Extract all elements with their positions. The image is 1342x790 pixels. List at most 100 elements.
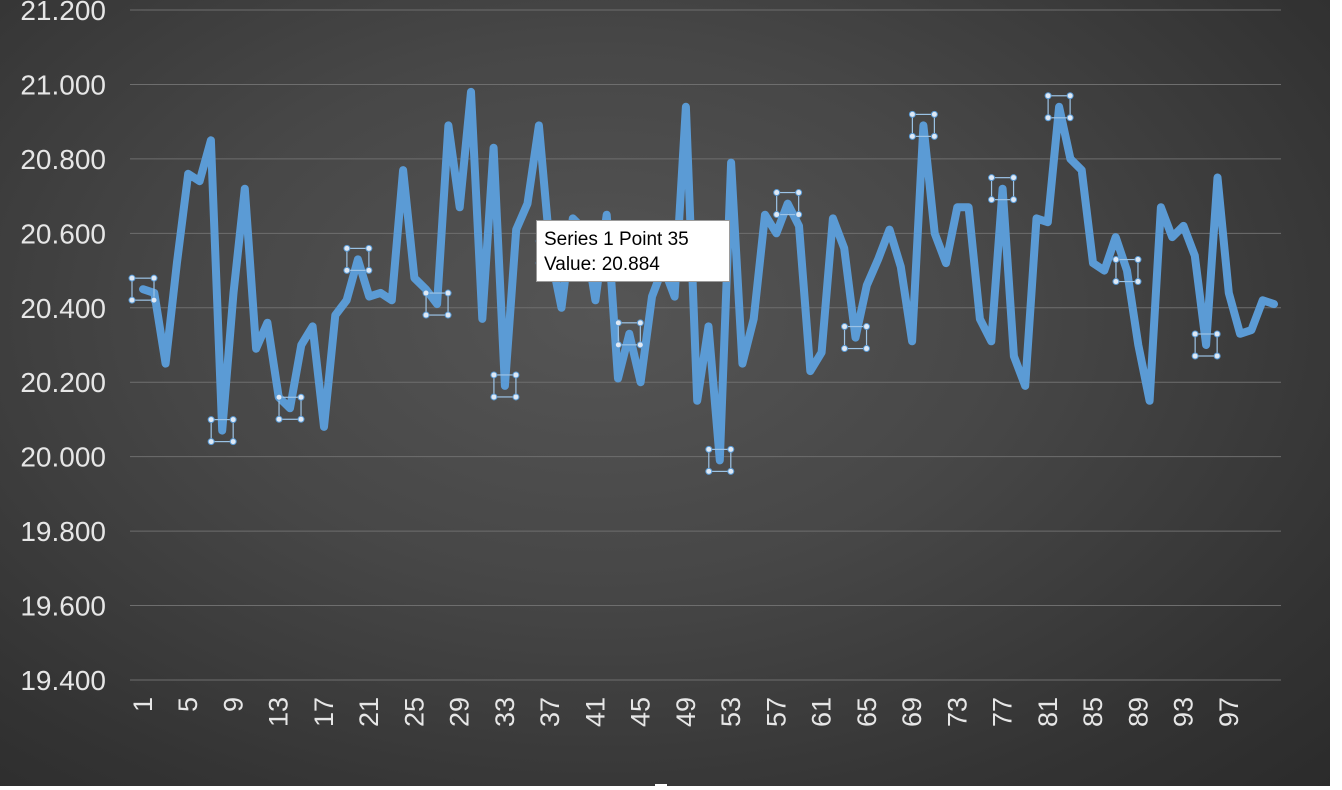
selection-handle[interactable] <box>229 438 237 446</box>
selection-handle[interactable] <box>1010 174 1018 182</box>
data-point[interactable] <box>739 360 746 367</box>
data-point[interactable] <box>1033 215 1040 222</box>
data-point[interactable] <box>1010 353 1017 360</box>
data-point[interactable] <box>501 382 508 389</box>
data-point[interactable] <box>1169 234 1176 241</box>
data-point[interactable] <box>875 256 882 263</box>
selection-handle[interactable] <box>275 393 283 401</box>
data-point[interactable] <box>513 226 520 233</box>
data-point[interactable] <box>603 211 610 218</box>
selection-handle[interactable] <box>773 211 781 219</box>
data-point[interactable] <box>1022 382 1029 389</box>
selection-handle[interactable] <box>727 467 735 475</box>
selection-handle[interactable] <box>863 323 871 331</box>
data-point[interactable] <box>354 256 361 263</box>
data-point[interactable] <box>784 200 791 207</box>
data-point[interactable] <box>965 204 972 211</box>
data-point[interactable] <box>173 260 180 267</box>
data-point[interactable] <box>886 226 893 233</box>
data-point[interactable] <box>298 342 305 348</box>
selection-handle[interactable] <box>150 274 158 282</box>
data-point[interactable] <box>332 312 339 319</box>
selection-markers[interactable] <box>128 92 1221 475</box>
data-point[interactable] <box>852 334 859 341</box>
data-point[interactable] <box>1146 397 1153 404</box>
selected-point-marker[interactable] <box>207 416 237 446</box>
selection-handle[interactable] <box>150 296 158 304</box>
selection-handle[interactable] <box>614 341 622 349</box>
selected-point-marker[interactable] <box>841 323 871 353</box>
data-point[interactable] <box>388 297 395 304</box>
selection-handle[interactable] <box>229 416 237 424</box>
data-point[interactable] <box>366 293 373 300</box>
selection-handle[interactable] <box>1134 278 1142 286</box>
selected-point-marker[interactable] <box>343 244 373 274</box>
selected-point-marker[interactable] <box>422 289 452 319</box>
data-point[interactable] <box>196 178 203 185</box>
data-point[interactable] <box>162 360 169 367</box>
selection-handle[interactable] <box>795 211 803 219</box>
data-point[interactable] <box>1067 155 1074 162</box>
data-point[interactable] <box>976 315 983 322</box>
selection-handle[interactable] <box>908 110 916 118</box>
data-point[interactable] <box>569 215 576 222</box>
selection-handle[interactable] <box>705 467 713 475</box>
selection-handle[interactable] <box>795 189 803 197</box>
selection-handle[interactable] <box>863 345 871 353</box>
data-point[interactable] <box>637 379 644 386</box>
selection-handle[interactable] <box>128 296 136 304</box>
data-point[interactable] <box>716 457 723 464</box>
selection-handle[interactable] <box>297 415 305 423</box>
data-point[interactable] <box>795 222 802 229</box>
data-point[interactable] <box>897 263 904 270</box>
data-point[interactable] <box>1180 222 1187 229</box>
data-point[interactable] <box>230 289 237 296</box>
data-point[interactable] <box>863 282 870 289</box>
data-point[interactable] <box>434 301 441 308</box>
data-point[interactable] <box>807 368 814 375</box>
data-point[interactable] <box>1248 327 1255 334</box>
selected-point-marker[interactable] <box>614 319 644 349</box>
data-point[interactable] <box>943 260 950 267</box>
selection-handle[interactable] <box>444 289 452 297</box>
selected-point-marker[interactable] <box>1191 330 1221 360</box>
selection-handle[interactable] <box>705 445 713 453</box>
data-point[interactable] <box>1090 260 1097 267</box>
data-point[interactable] <box>524 200 531 207</box>
selection-handle[interactable] <box>490 371 498 379</box>
data-point[interactable] <box>253 345 260 352</box>
data-point[interactable] <box>1191 252 1198 259</box>
data-point[interactable] <box>988 338 995 345</box>
data-point[interactable] <box>705 323 712 330</box>
selected-point-marker[interactable] <box>988 174 1018 204</box>
data-point[interactable] <box>264 319 271 326</box>
selection-handle[interactable] <box>275 415 283 423</box>
data-point[interactable] <box>762 211 769 218</box>
selection-handle[interactable] <box>1213 330 1221 338</box>
selection-handle[interactable] <box>1191 352 1199 360</box>
selected-point-marker[interactable] <box>128 274 158 304</box>
selection-handle[interactable] <box>365 244 373 252</box>
selection-handle[interactable] <box>1134 256 1142 264</box>
data-point[interactable] <box>750 315 757 322</box>
resize-handle-right[interactable] <box>1330 380 1338 388</box>
data-point[interactable] <box>219 427 226 434</box>
data-point[interactable] <box>592 297 599 304</box>
data-point[interactable] <box>1123 267 1130 274</box>
data-point[interactable] <box>671 293 678 300</box>
selection-handle[interactable] <box>490 393 498 401</box>
selection-handle[interactable] <box>422 289 430 297</box>
selection-handle[interactable] <box>1191 330 1199 338</box>
selected-point-marker[interactable] <box>490 371 520 401</box>
data-point[interactable] <box>728 159 735 166</box>
data-point[interactable] <box>1135 342 1142 348</box>
data-point[interactable] <box>400 167 407 174</box>
data-point[interactable] <box>1157 204 1164 211</box>
selection-handle[interactable] <box>1066 92 1074 100</box>
data-point[interactable] <box>773 230 780 237</box>
data-point[interactable] <box>648 293 655 300</box>
selection-handle[interactable] <box>343 266 351 274</box>
selection-handle[interactable] <box>1213 352 1221 360</box>
selection-handle[interactable] <box>1044 92 1052 100</box>
